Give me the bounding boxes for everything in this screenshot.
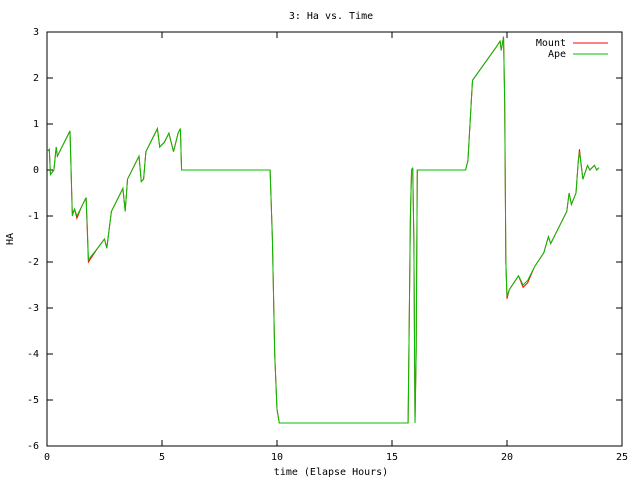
legend-label: Mount [536,38,566,49]
x-axis-label: time (Elapse Hours) [274,467,388,478]
x-tick-label: 10 [271,452,283,463]
x-tick-label: 5 [159,452,165,463]
y-tick-label: -6 [27,441,39,452]
x-tick-label: 0 [44,452,50,463]
y-axis-label: HA [5,233,16,245]
x-tick-label: 20 [501,452,513,463]
series-line [46,36,600,424]
x-tick-label: 15 [386,452,398,463]
y-tick-label: -1 [27,211,39,222]
y-tick-label: -3 [27,303,39,314]
y-tick-label: -4 [27,349,39,360]
series-line [46,36,600,424]
y-tick-label: -2 [27,257,39,268]
x-tick-label: 25 [616,452,628,463]
y-tick-label: 0 [33,165,39,176]
y-tick-label: 2 [33,73,39,84]
y-tick-label: 1 [33,119,39,130]
legend-label: Ape [548,49,566,60]
y-tick-label: 3 [33,27,39,38]
plot-frame [46,31,623,447]
chart-title: 3: Ha vs. Time [289,11,373,22]
y-tick-label: -5 [27,395,39,406]
